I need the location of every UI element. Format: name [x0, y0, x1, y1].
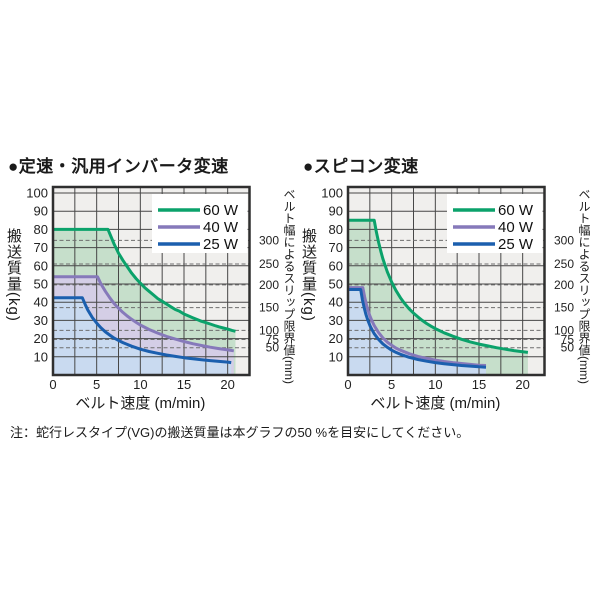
chart-title-left: ●定速・汎用インバータ変速 [8, 157, 229, 176]
x-tick-5: 5 [388, 377, 395, 392]
curve-25w [348, 288, 487, 369]
y-tick-90: 90 [34, 204, 48, 219]
right-tick-50: 50 [266, 341, 280, 355]
y-tick-100: 100 [26, 186, 48, 201]
chart-constant-speed-inverter: ●定速・汎用インバータ変速 60 W 40 W 25 W 10 20 30 40 50 60 70… [0, 152, 300, 442]
right-tick-75: 75 [561, 333, 575, 347]
legend-label-40w: 40 W [203, 219, 239, 236]
right-tick-50: 50 [561, 341, 575, 355]
right-tick-300: 300 [554, 233, 574, 247]
plot-border [51, 185, 251, 377]
x-tick-15: 15 [177, 377, 191, 392]
y-tick-60: 60 [34, 258, 48, 273]
legend-label-60w: 60 W [203, 202, 239, 219]
x-axis-title: ベルト速度 (m/min) [75, 395, 205, 412]
y-tick-90: 90 [329, 204, 343, 219]
x-tick-0: 0 [49, 377, 56, 392]
y-tick-10: 10 [329, 349, 343, 364]
y-tick-70: 70 [329, 240, 343, 255]
right-tick-250: 250 [259, 257, 279, 271]
plot-border [346, 185, 546, 377]
area-fill-60w [348, 220, 528, 375]
chart-speed-controller: ●スピコン変速 60 W 40 W 25 W 10 20 30 40 50 60 70 80 90 10… [295, 152, 595, 442]
x-tick-10: 10 [133, 377, 147, 392]
right-tick-200: 200 [259, 278, 279, 292]
y-tick-80: 80 [34, 222, 48, 237]
right-tick-75: 75 [266, 333, 280, 347]
area-fill-25w [53, 297, 232, 375]
y-tick-40: 40 [329, 295, 343, 310]
y-tick-80: 80 [329, 222, 343, 237]
y-tick-40: 40 [34, 295, 48, 310]
x-tick-20: 20 [220, 377, 234, 392]
x-tick-20: 20 [515, 377, 529, 392]
right-chart-plot: 60 W40 W25 W 10 20 30 40 50 60 70 80 90 100 0 5 10 15 2… [321, 185, 575, 412]
right-tick-200: 200 [554, 278, 574, 292]
right-y-axis-label: 搬送質量(kg) [300, 228, 317, 322]
left-chart-plot: 60 W40 W25 W 10 20 30 40 50 60 70 80 90 100 0 5 10 15 2… [26, 185, 280, 412]
legend-label-25w: 25 W [498, 236, 534, 253]
left-right-axis-label: ベルト幅によるスリップ限界値(mm) [282, 188, 296, 384]
curve-40w [53, 275, 235, 353]
left-y-axis-label: 搬送質量(kg) [5, 228, 22, 322]
x-tick-5: 5 [93, 377, 100, 392]
footnote: 注：蛇行レスタイプ(VG)の搬送質量は本グラフの50 %を目安にしてください。 [10, 425, 470, 440]
y-tick-20: 20 [329, 331, 343, 346]
right-tick-100: 100 [259, 323, 279, 337]
right-tick-150: 150 [554, 301, 574, 315]
x-axis-title: ベルト速度 (m/min) [370, 395, 500, 412]
right-right-axis-label: ベルト幅によるスリップ限界値(mm) [577, 188, 591, 384]
x-tick-10: 10 [428, 377, 442, 392]
curve-60w [53, 227, 236, 333]
legend-label-60w: 60 W [498, 202, 534, 219]
right-tick-100: 100 [554, 323, 574, 337]
y-tick-30: 30 [329, 313, 343, 328]
y-tick-60: 60 [329, 258, 343, 273]
right-tick-300: 300 [259, 233, 279, 247]
area-fill-25w [348, 289, 486, 375]
y-tick-50: 50 [329, 277, 343, 292]
x-tick-0: 0 [344, 377, 351, 392]
right-tick-150: 150 [259, 301, 279, 315]
y-tick-100: 100 [321, 186, 343, 201]
chart-title-right: ●スピコン変速 [303, 157, 419, 176]
x-tick-15: 15 [472, 377, 486, 392]
legend-label-25w: 25 W [203, 236, 239, 253]
y-tick-50: 50 [34, 277, 48, 292]
y-tick-20: 20 [34, 331, 48, 346]
curve-40w [348, 286, 487, 367]
y-tick-10: 10 [34, 349, 48, 364]
y-tick-30: 30 [34, 313, 48, 328]
legend-label-40w: 40 W [498, 219, 534, 236]
curve-25w [53, 296, 232, 365]
right-tick-250: 250 [554, 257, 574, 271]
y-tick-70: 70 [34, 240, 48, 255]
curve-60w [348, 218, 529, 354]
